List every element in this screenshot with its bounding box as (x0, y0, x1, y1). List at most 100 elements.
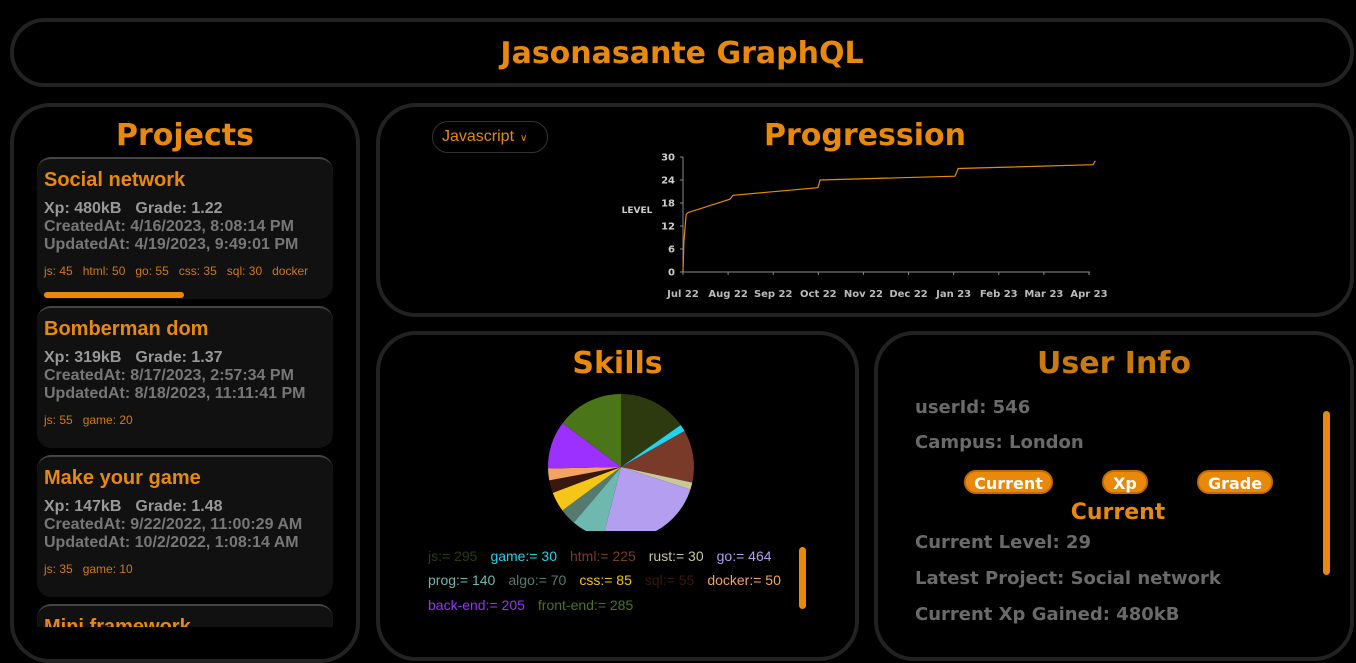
project-skill: js: 55 (44, 413, 73, 427)
user-field: userId: 546 (915, 397, 1031, 418)
project-name: Social network (44, 169, 186, 191)
project-list: Social network Xp: 480kB Grade: 1.22 Create… (37, 157, 333, 627)
project-skills: js: 35 game: 10 (44, 562, 326, 576)
projects-panel: Projects Social network Xp: 480kB Grade: 1… (10, 103, 360, 663)
language-select[interactable]: Javascript ∨ (432, 121, 548, 153)
pie-slice (573, 467, 621, 531)
project-updated: UpdatedAt: 10/2/2022, 1:08:14 AM (44, 534, 299, 551)
section-title: Current (1070, 500, 1166, 525)
y-tick-label: 12 (661, 222, 675, 233)
x-tick-label: Jul 22 (666, 289, 699, 300)
legend-entry: js:= 295 (428, 548, 478, 564)
skills-title: Skills (572, 346, 663, 381)
legend-entry: css:= 85 (579, 572, 632, 589)
project-stats: Xp: 319kB Grade: 1.37 (44, 349, 326, 367)
project-skill: docker (272, 264, 309, 278)
project-grade: Grade: 1.48 (135, 498, 223, 515)
project-xp: Xp: 480kB (44, 200, 122, 217)
y-tick-label: 6 (668, 245, 675, 256)
project-skill: go: 55 (135, 264, 169, 278)
legend-entry: prog:= 140 (428, 572, 496, 589)
project-skill: sql: 30 (226, 264, 263, 278)
user-field: Campus: London (915, 432, 1084, 453)
project-updated: UpdatedAt: 8/18/2023, 11:11:41 PM (44, 385, 306, 402)
pie-slice (604, 467, 691, 531)
user-detail: Current Xp Gained: 480kB (915, 604, 1180, 625)
progression-panel: Javascript ∨ Progression 0 6 12 18 24 30 Jul 22… (376, 103, 1354, 317)
y-tick-label: 18 (661, 199, 675, 210)
tab-button[interactable]: Current (964, 470, 1053, 494)
progression-chart: 0 6 12 18 24 30 Jul 22 Aug 22 Sep 22 Oct 22 Nov 22… (622, 153, 1108, 301)
project-xp: Xp: 319kB (44, 349, 122, 366)
x-tick-label: Mar 23 (1024, 289, 1063, 300)
x-tick-label: Feb 23 (980, 289, 1018, 300)
project-updated: UpdatedAt: 4/19/2023, 9:49:01 PM (44, 236, 299, 253)
user-detail: Current Level: 29 (915, 532, 1091, 553)
progression-title: Progression (764, 118, 966, 153)
legend-entry: algo:= 70 (508, 572, 567, 589)
skills-chart (548, 394, 694, 531)
legend-entry: go:= 464 (716, 548, 772, 564)
page: Jasonasante GraphQL Projects Social netw… (10, 18, 1354, 663)
header: Jasonasante GraphQL (10, 18, 1354, 87)
y-tick-label: 24 (661, 176, 675, 187)
pie-slice (621, 394, 681, 467)
scrollbar[interactable] (799, 547, 806, 609)
scrollbar[interactable] (44, 292, 184, 298)
project-xp: Xp: 147kB (44, 498, 122, 515)
select-value: Javascript (442, 128, 515, 145)
x-tick-label: Jan 23 (935, 289, 971, 300)
tab-button[interactable]: Grade (1197, 470, 1273, 494)
project-name: Mini framework (44, 616, 191, 627)
project-grade: Grade: 1.37 (135, 349, 223, 366)
user-info-panel: User Info userId: 546 Campus: London Curre… (874, 331, 1354, 661)
project-skills: js: 45 html: 50 go: 55 css: 35 sql: 30 docker (44, 264, 326, 278)
x-tick-label: Oct 22 (800, 289, 837, 300)
pie-slice (552, 467, 621, 511)
x-tick-label: Sep 22 (754, 289, 793, 300)
legend-entry: rust:= 30 (648, 548, 704, 564)
project-skill: game: 10 (82, 562, 133, 576)
project-stats: Xp: 147kB Grade: 1.48 (44, 498, 326, 516)
project-skill: html: 50 (82, 264, 126, 278)
projects-title: Projects (115, 118, 254, 153)
x-tick-label: Aug 22 (708, 289, 747, 300)
y-axis-label: LEVEL (622, 206, 653, 216)
skills-panel: Skills js:= 295 game:= 30 html:= 225 rust:=… (376, 331, 859, 661)
legend-entry: html:= 225 (570, 548, 636, 564)
pie-slice (621, 431, 694, 483)
pie-slice (562, 394, 621, 467)
project-name: Make your game (44, 467, 201, 489)
project-card: Make your game Xp: 147kB Grade: 1.48 Create… (37, 455, 333, 597)
project-grade: Grade: 1.22 (135, 200, 223, 217)
y-tick-label: 30 (661, 153, 675, 164)
user-info-title: User Info (1037, 346, 1191, 381)
project-skill: js: 45 (44, 264, 73, 278)
project-created: CreatedAt: 8/17/2023, 2:57:34 PM (44, 367, 294, 384)
project-card: Mini framework (37, 604, 333, 627)
pie-slice (549, 467, 621, 493)
project-skill: js: 35 (44, 562, 73, 576)
tab-button[interactable]: Xp (1102, 470, 1148, 494)
pie-slice (621, 425, 685, 467)
header-title: Jasonasante GraphQL (500, 36, 864, 71)
legend-entry: front-end:= 285 (537, 596, 634, 613)
project-created: CreatedAt: 9/22/2022, 11:00:29 AM (44, 516, 303, 533)
project-stats: Xp: 480kB Grade: 1.22 (44, 200, 326, 218)
y-tick-label: 0 (668, 268, 675, 279)
project-card: Bomberman dom Xp: 319kB Grade: 1.37 Created… (37, 306, 333, 448)
project-skill: game: 20 (82, 413, 133, 427)
scrollbar[interactable] (1323, 411, 1330, 575)
project-skills: js: 55 game: 20 (44, 413, 326, 427)
project-created: CreatedAt: 4/16/2023, 8:08:14 PM (44, 218, 294, 235)
pie-slice (548, 467, 621, 481)
project-card: Social network Xp: 480kB Grade: 1.22 Create… (37, 157, 333, 299)
x-tick-label: Apr 23 (1070, 289, 1107, 300)
legend-entry: back-end:= 205 (428, 596, 525, 613)
user-detail: Latest Project: Social network (915, 568, 1221, 589)
legend-entry: game:= 30 (490, 548, 557, 564)
pie-slice (548, 423, 621, 469)
pie-slice (562, 467, 621, 523)
progression-line (682, 160, 1096, 273)
project-name: Bomberman dom (44, 318, 209, 340)
